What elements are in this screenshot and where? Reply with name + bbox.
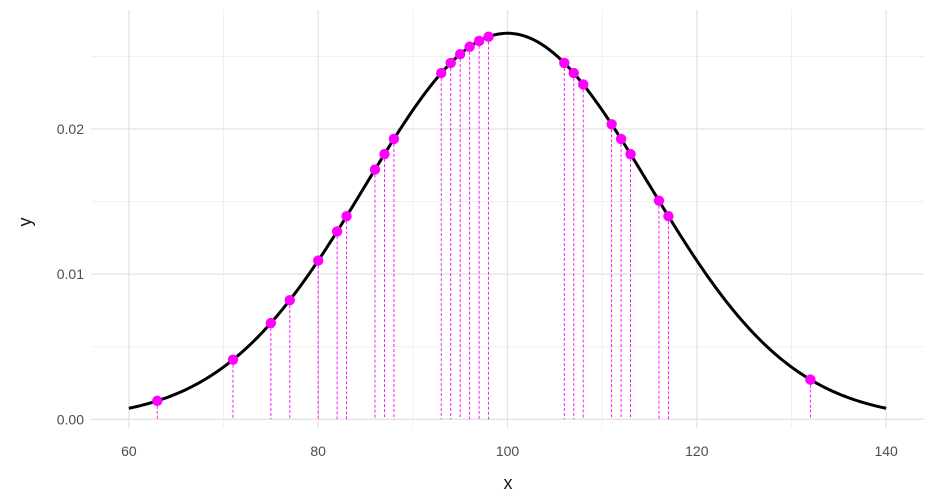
data-point [454, 48, 466, 60]
data-point [615, 133, 627, 145]
x-axis-title: x [504, 473, 513, 493]
data-point [284, 294, 295, 306]
x-tick-label: 60 [121, 443, 137, 459]
y-tick-label: 0.00 [57, 411, 84, 427]
data-point [578, 79, 589, 90]
data-point [379, 148, 390, 160]
x-tick-label: 120 [685, 443, 709, 459]
data-point [445, 57, 456, 69]
y-axis-title: y [15, 218, 35, 227]
data-point [559, 57, 570, 69]
density-curve-line [128, 31, 887, 410]
x-tick-label: 100 [496, 443, 520, 459]
data-point [312, 255, 324, 266]
data-point [483, 31, 494, 42]
axis-tick-labels: 60 80 100 120 140 0.00 0.01 0.02 [57, 121, 898, 459]
y-tick-label: 0.01 [57, 266, 84, 282]
data-point [663, 211, 674, 222]
sample-points [152, 31, 816, 407]
data-point [341, 211, 352, 222]
drop-lines [156, 36, 811, 420]
data-point [227, 354, 239, 365]
data-point [625, 148, 636, 160]
data-point [265, 317, 277, 329]
gridlines [91, 10, 924, 428]
data-point [331, 226, 343, 237]
data-point [388, 133, 400, 145]
data-point [653, 195, 665, 206]
data-point [436, 67, 447, 79]
density-curve [128, 31, 887, 410]
data-point [473, 35, 485, 47]
data-point [464, 41, 475, 52]
y-tick-label: 0.02 [57, 121, 84, 137]
x-tick-label: 80 [310, 443, 326, 459]
data-point [606, 119, 617, 130]
data-point [369, 164, 381, 175]
data-point [805, 374, 816, 385]
x-tick-label: 140 [874, 443, 898, 459]
data-point [152, 395, 163, 407]
data-point [568, 67, 579, 79]
